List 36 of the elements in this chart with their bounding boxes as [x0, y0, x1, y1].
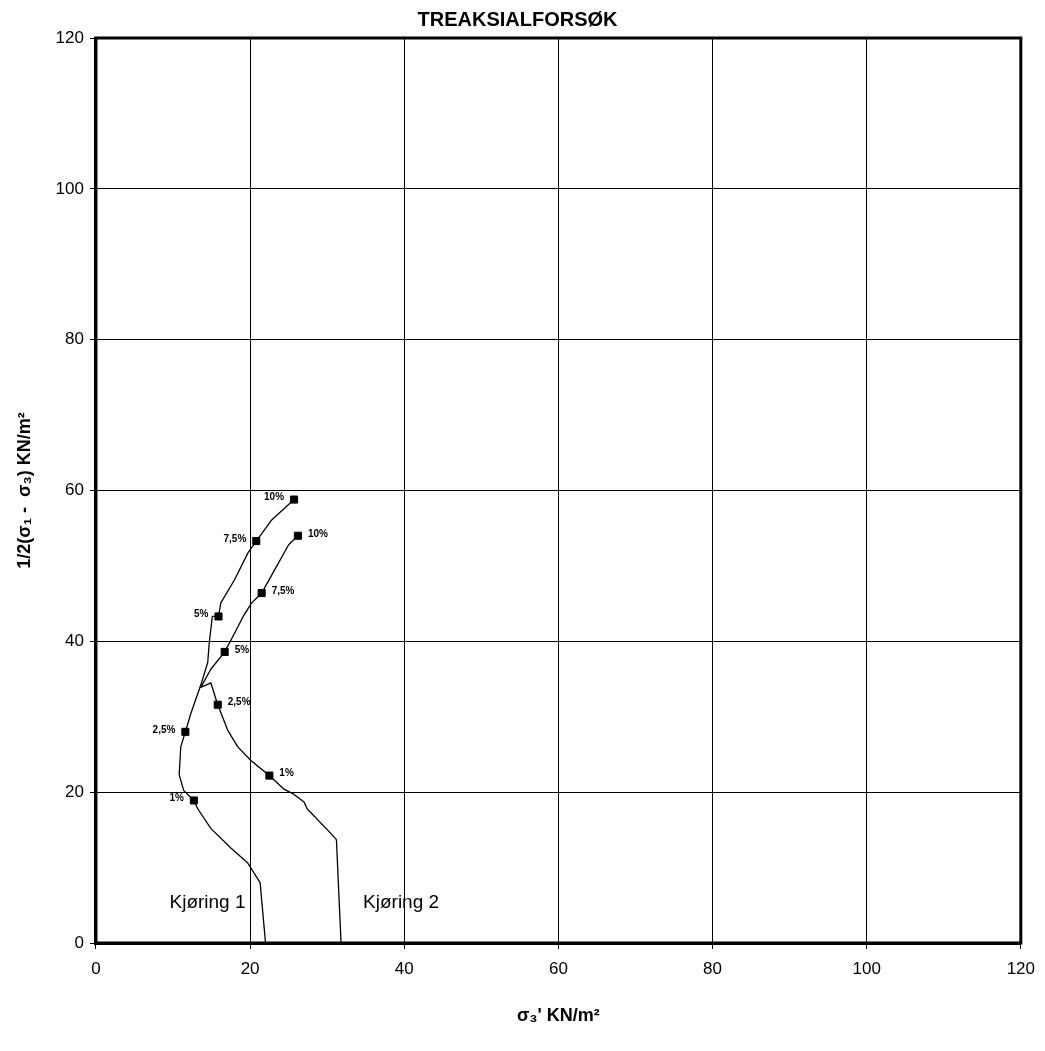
- y-tick-label: 100: [55, 178, 84, 198]
- point: [181, 727, 190, 736]
- x-tick-label: 40: [394, 958, 414, 978]
- x-tick-label: 80: [703, 958, 722, 978]
- point: [189, 796, 198, 805]
- y-tick-label: 40: [65, 631, 84, 651]
- series-label: Kjøring 1: [169, 891, 246, 913]
- point: [265, 771, 274, 780]
- annotation: 2,5%: [227, 696, 251, 708]
- x-tick-label: 120: [1006, 958, 1036, 978]
- x-tick-label: 20: [240, 958, 260, 978]
- annotation: 5%: [234, 643, 250, 655]
- annotation: 2,5%: [152, 723, 176, 735]
- annotation: 10%: [264, 491, 285, 503]
- y-tick-label: 20: [65, 781, 84, 801]
- chart-title: TREAKSIALFORSØK: [417, 7, 619, 30]
- point: [214, 612, 223, 621]
- x-tick-label: 60: [548, 958, 568, 978]
- y-tick-label: 0: [74, 932, 84, 952]
- y-tick-label: 120: [55, 27, 84, 47]
- point: [213, 700, 222, 709]
- point: [220, 647, 229, 656]
- x-axis-title: σ₃' KN/m²: [516, 1005, 600, 1026]
- annotation: 7,5%: [223, 532, 247, 544]
- y-tick-label: 60: [65, 480, 84, 500]
- point: [290, 495, 299, 504]
- point: [257, 589, 266, 598]
- annotation: 5%: [194, 608, 209, 620]
- annotation: 1%: [169, 792, 184, 804]
- y-tick-label: 80: [65, 329, 84, 349]
- x-tick-label: 0: [91, 958, 101, 978]
- y-axis-title: 1/2(σ₁ - σ₃) KN/m²: [13, 412, 34, 569]
- annotation: 7,5%: [271, 584, 295, 596]
- x-tick-label: 100: [852, 958, 881, 978]
- annotation: 1%: [279, 767, 294, 779]
- annotation: 10%: [307, 527, 329, 539]
